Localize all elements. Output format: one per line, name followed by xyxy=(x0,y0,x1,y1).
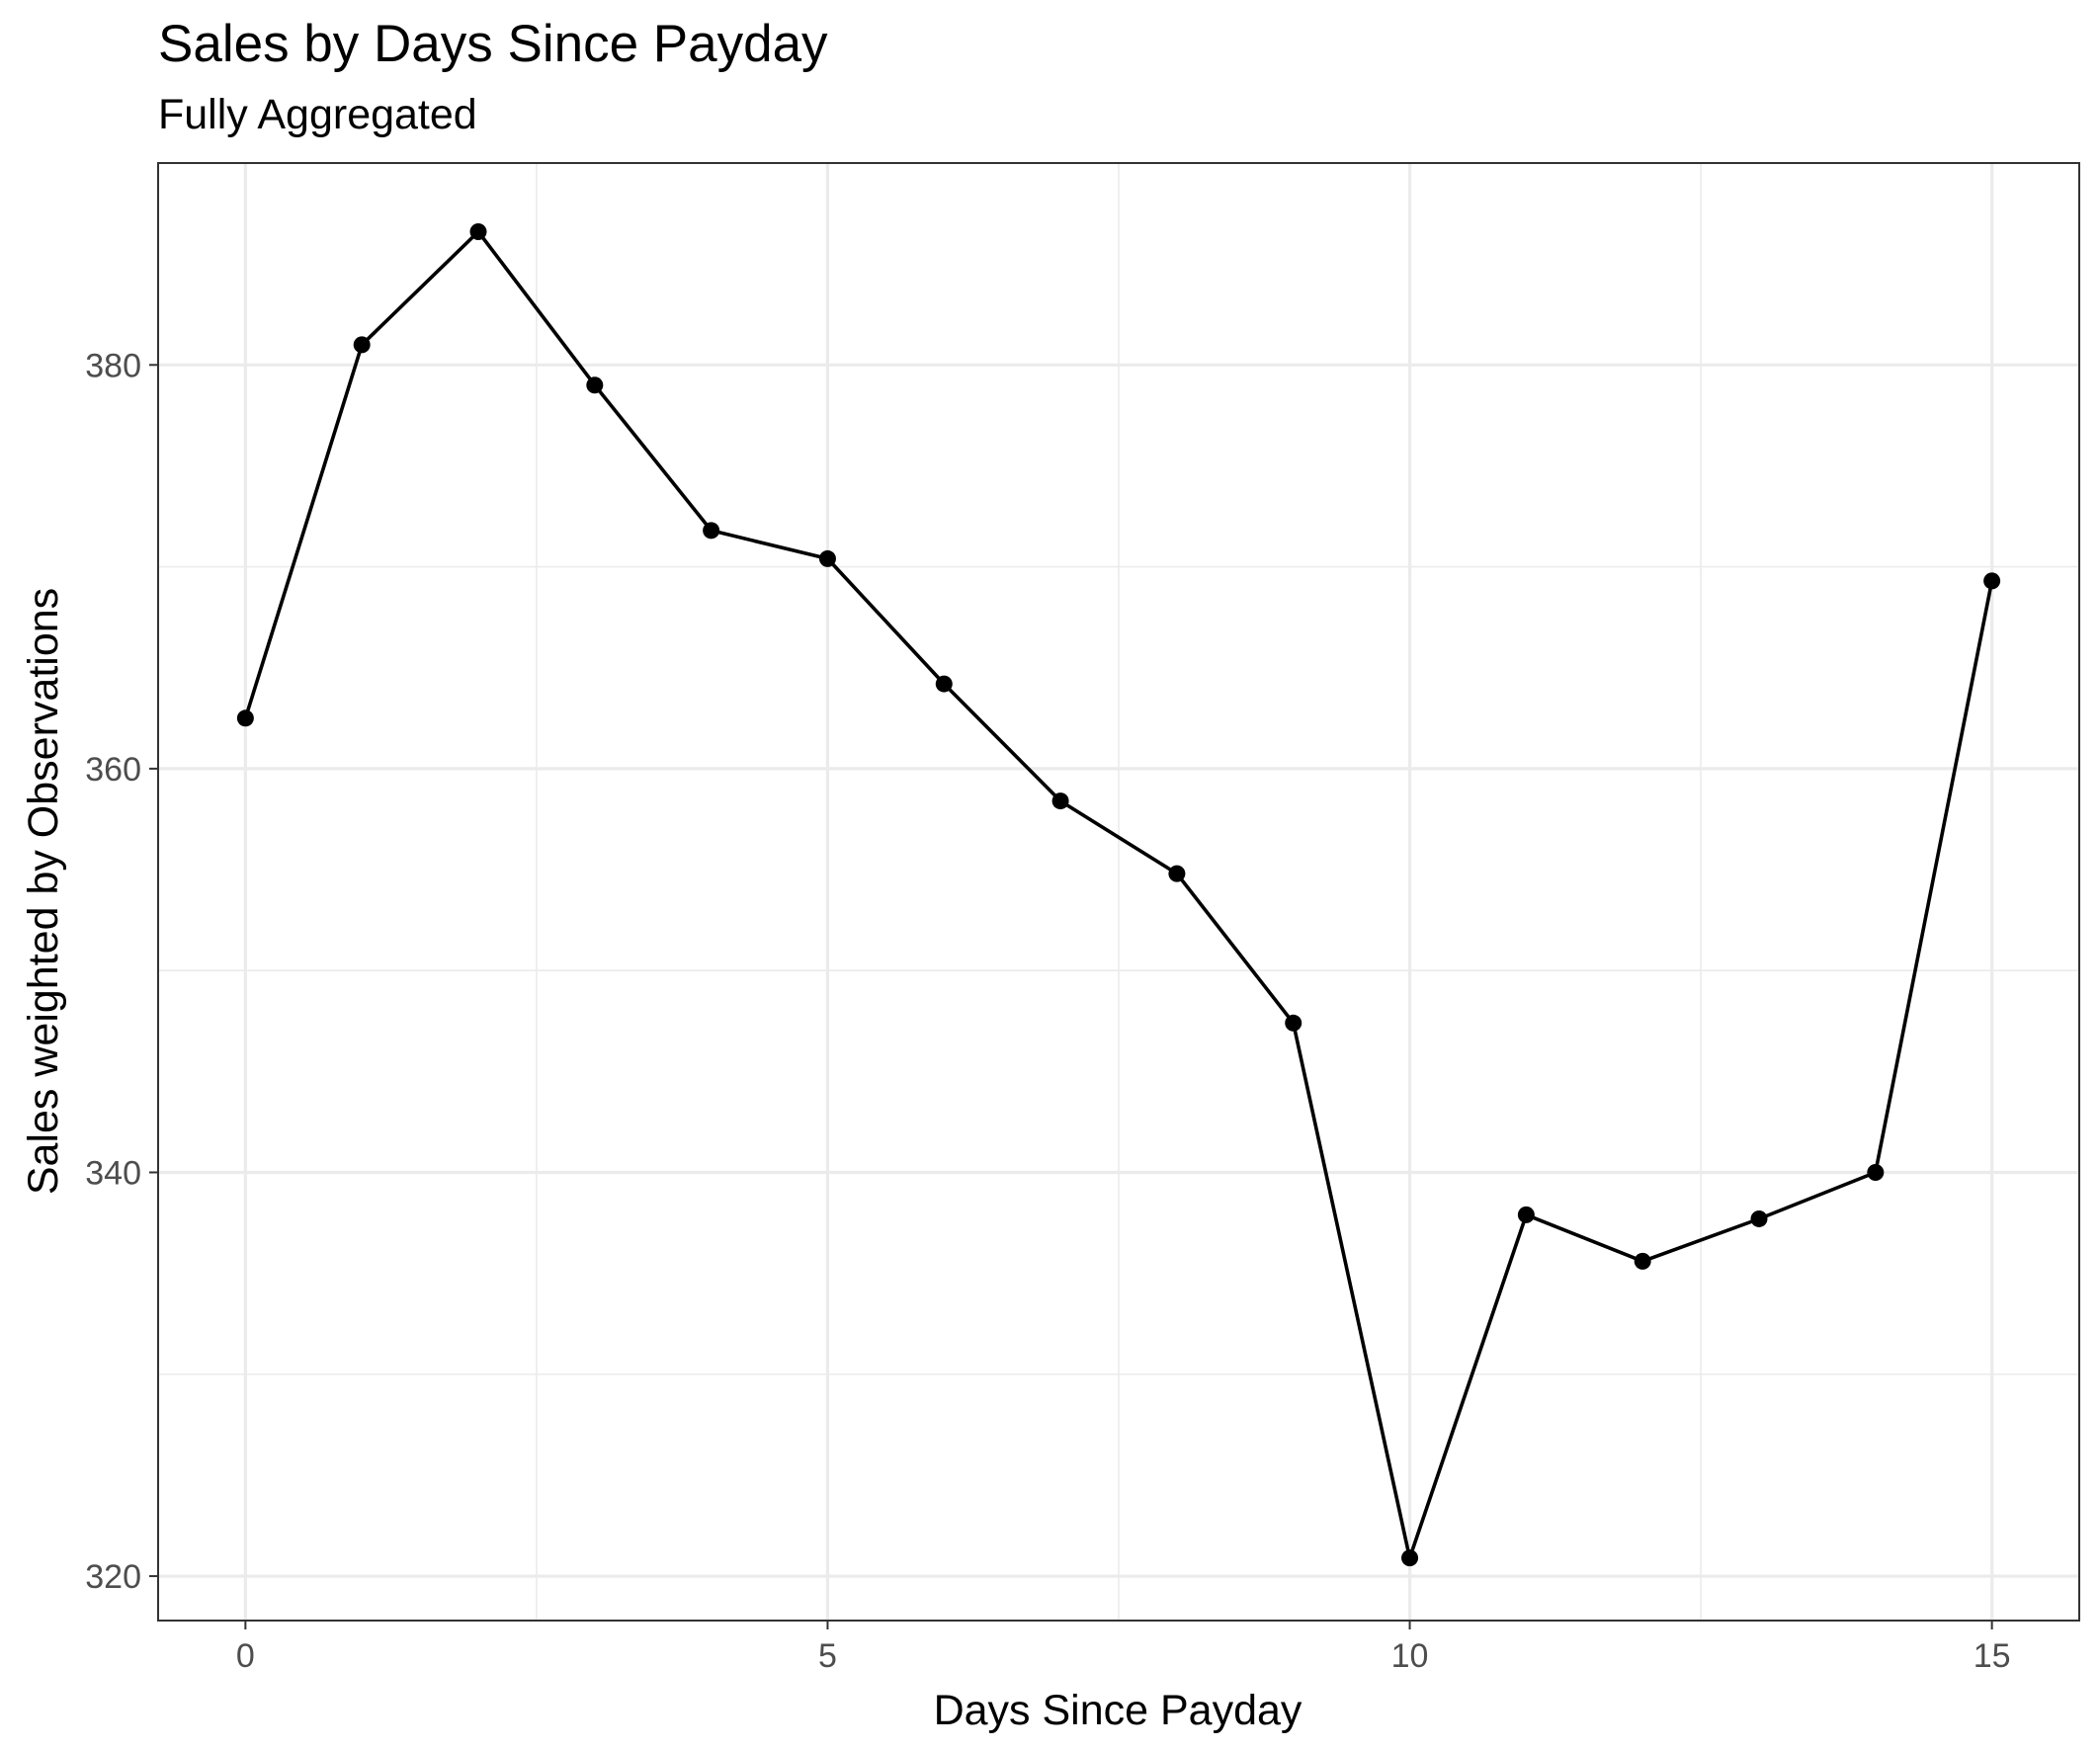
y-tick-label: 340 xyxy=(85,1154,141,1192)
data-series xyxy=(236,222,2001,1567)
series-line xyxy=(243,229,1994,1560)
data-point xyxy=(469,222,487,240)
data-point xyxy=(1517,1206,1535,1223)
data-point xyxy=(236,709,254,727)
data-point xyxy=(353,336,371,354)
data-point xyxy=(1051,792,1069,810)
data-point xyxy=(1401,1549,1419,1567)
y-tick-label: 380 xyxy=(85,347,141,384)
plot-panel-border xyxy=(157,162,2080,1622)
data-point xyxy=(935,675,953,693)
chart-subtitle: Fully Aggregated xyxy=(158,91,477,138)
x-tick-label: 10 xyxy=(1391,1637,1429,1675)
data-point xyxy=(1867,1163,1885,1181)
data-point xyxy=(586,376,604,394)
axes: 320 340 360 380 0 5 10 15 xyxy=(85,347,2010,1675)
data-point xyxy=(818,549,836,567)
data-point xyxy=(1168,865,1186,882)
y-axis-title: Sales weighted by Observations xyxy=(20,588,67,1195)
data-point xyxy=(1983,572,2001,590)
x-tick-label: 15 xyxy=(1974,1637,2011,1675)
chart-title: Sales by Days Since Payday xyxy=(158,15,828,73)
data-point xyxy=(1634,1252,1651,1270)
grid-lines xyxy=(158,163,2079,1621)
x-axis-title: Days Since Payday xyxy=(934,1687,1302,1734)
y-tick-label: 360 xyxy=(85,751,141,789)
y-tick-label: 320 xyxy=(85,1558,141,1596)
data-point xyxy=(1285,1014,1302,1032)
x-tick-label: 5 xyxy=(818,1637,837,1675)
data-point xyxy=(703,522,720,540)
x-tick-label: 0 xyxy=(236,1637,255,1675)
data-point xyxy=(1750,1209,1768,1227)
